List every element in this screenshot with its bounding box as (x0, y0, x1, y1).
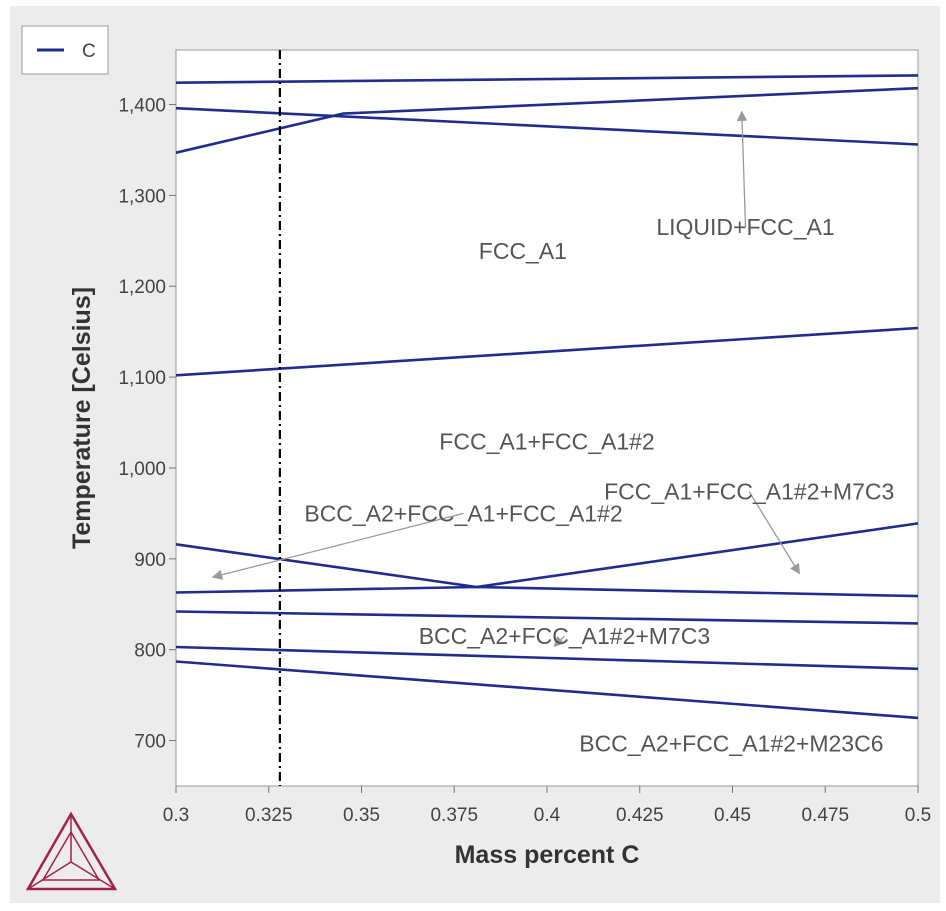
phase-region-label-1: FCC_A1 (479, 238, 567, 264)
x-tick-label: 0.4 (534, 805, 561, 826)
x-axis-title: Mass percent C (455, 841, 640, 869)
phase-region-label-3: FCC_A1+FCC_A1#2 (439, 429, 654, 455)
x-tick-label: 0.425 (616, 805, 664, 826)
legend: C (21, 25, 109, 75)
y-tick-label: 1,300 (118, 186, 166, 207)
x-tick-label: 0.325 (245, 805, 293, 826)
phase-region-label-2: LIQUID+FCC_A1 (656, 214, 834, 240)
y-tick-label: 800 (134, 641, 166, 662)
y-tick-label: 1,400 (118, 96, 166, 117)
x-tick-label: 0.5 (905, 805, 931, 826)
phase-boundary-line-2 (175, 86, 919, 154)
x-tick-label: 0.475 (801, 805, 849, 826)
phase-boundary-line-4 (175, 326, 919, 377)
annotation-arrow-6 (553, 635, 565, 647)
y-axis-title: Temperature [Celsius] (68, 287, 96, 549)
x-tick-label: 0.45 (714, 805, 751, 826)
y-tick-label: 900 (134, 550, 166, 571)
phase-boundary-line-7 (476, 522, 919, 589)
y-tick-label: 700 (134, 732, 166, 753)
plot-area (175, 49, 919, 787)
y-tick-label: 1,200 (118, 277, 166, 298)
phase-region-label-4: FCC_A1+FCC_A1#2+M7C3 (604, 479, 894, 505)
thermo-calc-logo-icon (25, 811, 118, 891)
annotation-arrow-2 (736, 110, 748, 228)
phase-boundary-line-9 (175, 645, 919, 671)
phase-boundary-line-5 (175, 543, 477, 589)
x-tick-label: 0.35 (343, 805, 380, 826)
legend-label: C (82, 41, 96, 62)
y-tick-label: 1,000 (118, 459, 166, 480)
x-tick-label: 0.3 (163, 805, 189, 826)
annotation-arrow-5 (211, 512, 464, 580)
phase-boundary-line-1 (175, 74, 919, 84)
x-tick-label: 0.375 (430, 805, 478, 826)
y-tick-label: 1,100 (118, 368, 166, 389)
phase-region-label-6: BCC_A2+FCC_A1#2+M7C3 (419, 623, 710, 649)
phase-region-label-5: BCC_A2+FCC_A1+FCC_A1#2 (304, 500, 622, 526)
phase-boundary-line-8 (175, 610, 919, 625)
legend-box (21, 25, 109, 75)
annotation-arrow-4 (748, 491, 800, 575)
phase-boundary-line-3 (175, 106, 919, 146)
phase-boundary-line-10 (175, 660, 919, 720)
phase-region-label-7: BCC_A2+FCC_A1#2+M23C6 (579, 730, 883, 756)
